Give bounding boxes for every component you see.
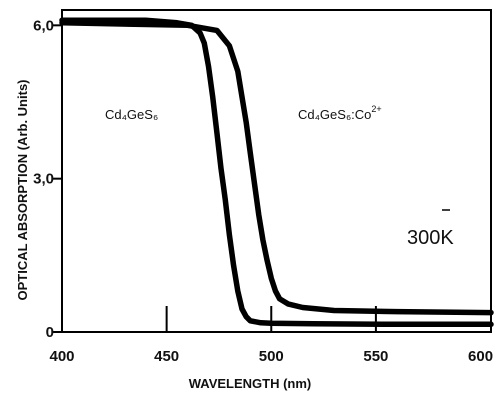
x-tick-label: 400 [49,348,74,365]
y-tick-label: 0 [46,324,54,341]
y-axis-title: OPTICAL ABSORPTION (Arb. Units) [15,80,30,301]
series-label-cd4ges6: Cd₄GeS₆ [105,107,158,122]
x-tick-label: 450 [154,348,179,365]
curve-cd4ges6 [59,17,494,328]
x-tick-label: 550 [363,348,388,365]
y-tick-label: 6,0 [33,17,54,34]
series-label-cd4ges6-co-sup: 2+ [371,104,381,114]
plot-frame [61,9,492,333]
x-axis-ticks: 400 450 500 550 600 [49,306,493,365]
x-tick-label: 500 [259,348,284,365]
temperature-label: 300K [407,227,454,249]
y-axis-ticks: 0 3,0 6,0 [33,17,62,341]
curves [59,17,494,328]
x-tick-label: 600 [468,348,493,365]
series-label-cd4ges6-co-text: Cd₄GeS₆:Co [298,107,371,122]
y-tick-label: 3,0 [33,171,54,188]
series-label-cd4ges6-co: Cd₄GeS₆:Co2+ [298,104,382,122]
curve-cd4ges6-co [59,20,494,316]
x-axis-title: WAVELENGTH (nm) [189,376,312,391]
